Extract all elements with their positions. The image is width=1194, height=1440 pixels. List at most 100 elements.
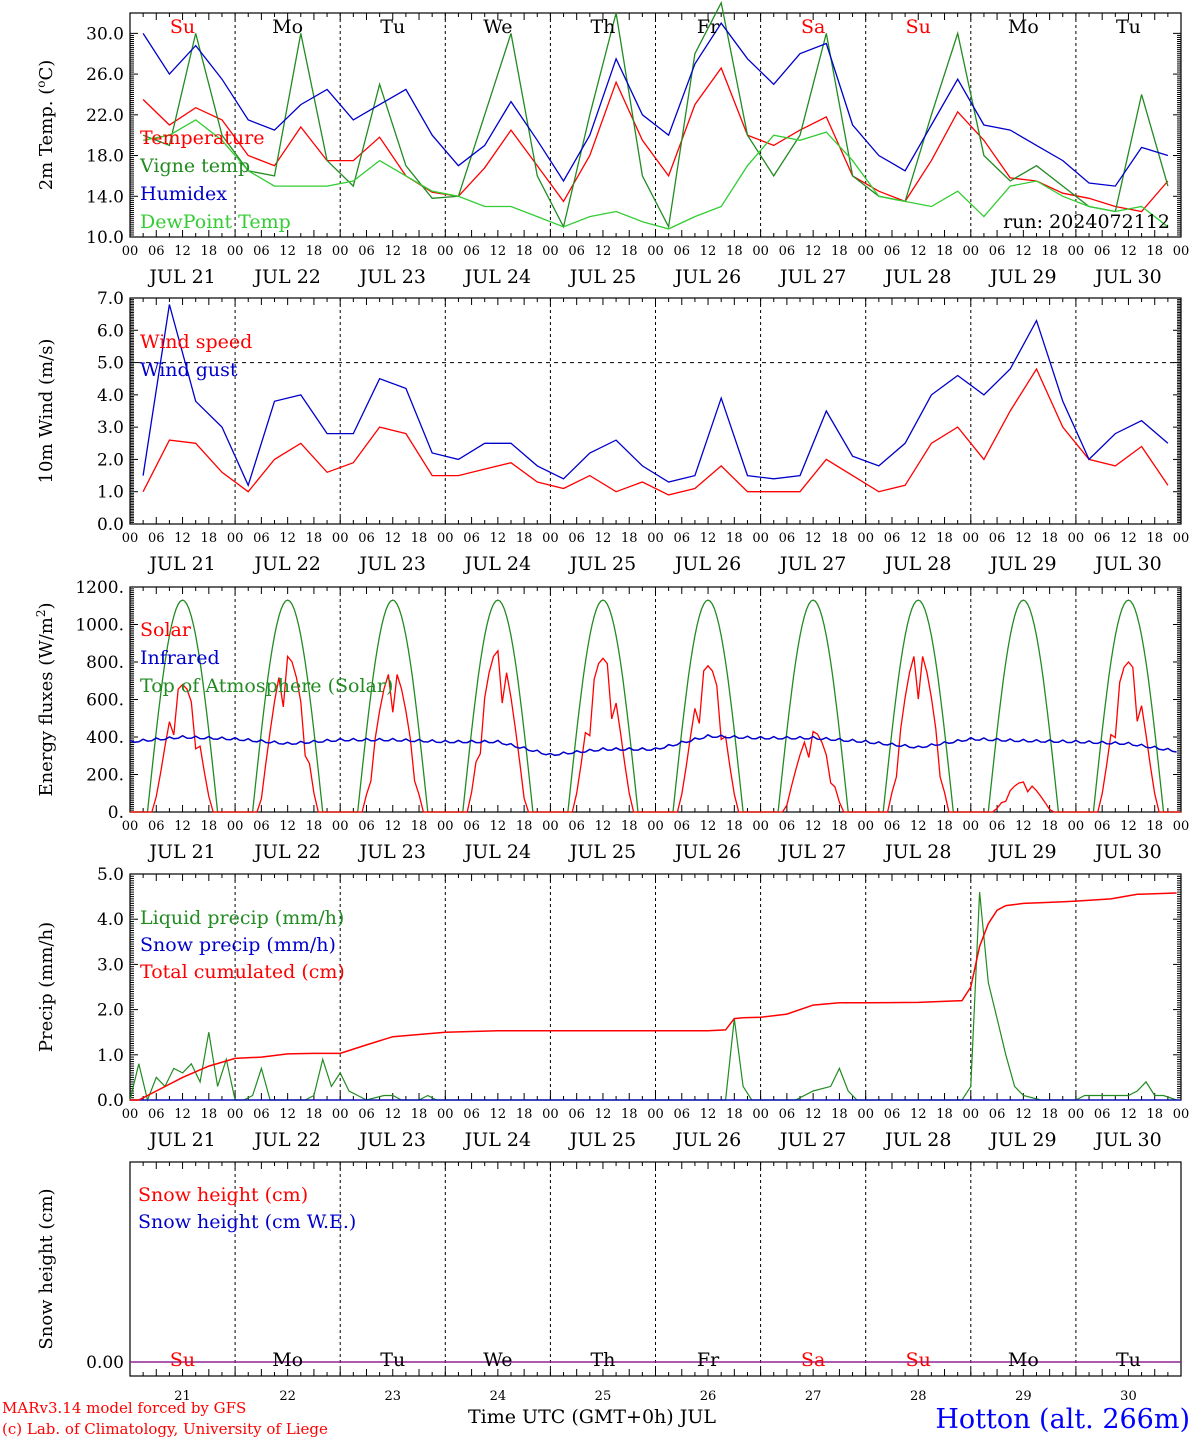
hour-tick-label: 12	[384, 819, 401, 834]
hour-tick-label: 00	[1068, 244, 1085, 259]
hour-tick-label: 12	[910, 244, 927, 259]
hour-tick-label: 00	[542, 1107, 559, 1122]
hour-tick-label: 12	[910, 819, 927, 834]
hour-tick-label: 00	[542, 244, 559, 259]
hour-tick-label: 00	[227, 819, 244, 834]
day-label: JUL 27	[778, 841, 846, 863]
hour-tick-label: 00	[857, 531, 874, 546]
panel-frame	[129, 586, 1182, 813]
hour-tick-label: 00	[332, 819, 349, 834]
hour-tick-label: 06	[253, 531, 270, 546]
y-tick-label: 4.0	[97, 910, 124, 930]
weekday-label: Su	[906, 1349, 931, 1371]
hour-tick-label: 18	[831, 531, 848, 546]
hour-tick-label: 12	[700, 244, 717, 259]
hour-tick-label: 00	[437, 244, 454, 259]
hour-tick-label: 12	[805, 531, 822, 546]
hour-tick-label: 12	[1120, 1107, 1137, 1122]
hour-tick-label: 06	[358, 819, 375, 834]
weekday-label: Tu	[1116, 16, 1141, 38]
legend-entry: Wind speed	[140, 331, 252, 353]
day-number: 22	[279, 1389, 296, 1404]
weekday-label: Tu	[1116, 1349, 1141, 1371]
y-tick-label: 600.	[86, 691, 124, 711]
weekday-label: Sa	[801, 1349, 825, 1371]
hour-tick-label: 06	[674, 244, 691, 259]
legend-entry: Vigne temp	[139, 155, 250, 177]
day-label: JUL 23	[358, 841, 426, 863]
legend-entry: Snow height (cm W.E.)	[138, 1211, 356, 1233]
credit-lab: (c) Lab. of Climatology, University of L…	[2, 1420, 328, 1438]
hour-tick-label: 06	[1094, 244, 1111, 259]
hour-tick-label: 12	[384, 244, 401, 259]
day-label: JUL 29	[988, 553, 1056, 575]
hour-tick-label: 18	[411, 819, 428, 834]
hour-tick-label: 12	[1120, 244, 1137, 259]
day-label: JUL 26	[673, 266, 741, 288]
day-label: JUL 24	[463, 841, 531, 863]
day-number: 24	[490, 1389, 507, 1404]
series-line	[142, 66, 1169, 213]
hour-tick-label: 12	[595, 531, 612, 546]
day-label: JUL 26	[673, 1129, 741, 1151]
legend-entry: Liquid precip (mm/h)	[140, 907, 344, 929]
day-label: JUL 30	[1093, 1129, 1161, 1151]
weekday-label: Fr	[697, 1349, 720, 1371]
day-label: JUL 21	[147, 1129, 215, 1151]
y-tick-label: 0.0	[97, 1091, 124, 1111]
hour-tick-label: 18	[936, 244, 953, 259]
y-tick-label: 7.0	[97, 289, 124, 309]
day-label: JUL 28	[883, 266, 951, 288]
hour-tick-label: 18	[726, 531, 743, 546]
hour-tick-label: 00	[122, 531, 139, 546]
hour-tick-label: 12	[910, 531, 927, 546]
hour-tick-label: 18	[201, 531, 218, 546]
hour-tick-label: 06	[148, 819, 165, 834]
hour-tick-label: 06	[148, 531, 165, 546]
hour-tick-label: 06	[463, 244, 480, 259]
hour-tick-label: 06	[674, 1107, 691, 1122]
hour-tick-label: 06	[463, 1107, 480, 1122]
hour-tick-label: 06	[674, 819, 691, 834]
hour-tick-label: 12	[595, 819, 612, 834]
day-label: JUL 22	[252, 553, 320, 575]
hour-tick-label: 12	[1120, 531, 1137, 546]
hour-tick-label: 00	[1068, 531, 1085, 546]
hour-tick-label: 00	[752, 531, 769, 546]
day-label: JUL 25	[568, 266, 636, 288]
weekday-label: Su	[170, 1349, 195, 1371]
y-tick-label: 1000.	[75, 616, 124, 636]
hour-tick-label: 00	[647, 819, 664, 834]
hour-tick-label: 06	[358, 531, 375, 546]
hour-tick-label: 00	[332, 244, 349, 259]
legend-entry: Wind gust	[140, 359, 238, 381]
y-tick-label: 22.0	[86, 106, 124, 126]
hour-tick-label: 12	[490, 531, 507, 546]
hour-tick-label: 12	[1015, 1107, 1032, 1122]
legend-entry: Humidex	[140, 183, 227, 205]
legend-entry: Top of Atmosphere (Solar)	[140, 675, 393, 697]
hour-tick-label: 12	[805, 1107, 822, 1122]
hour-tick-label: 00	[1173, 1107, 1190, 1122]
hour-tick-label: 00	[1068, 1107, 1085, 1122]
hour-tick-label: 00	[1173, 819, 1190, 834]
hour-tick-label: 18	[1146, 244, 1163, 259]
hour-tick-label: 00	[647, 1107, 664, 1122]
legend-entry: Total cumulated (cm)	[140, 961, 345, 983]
weekday-label: We	[483, 1349, 512, 1371]
hour-tick-label: 06	[989, 531, 1006, 546]
hour-tick-label: 18	[726, 1107, 743, 1122]
hour-tick-label: 12	[1120, 819, 1137, 834]
weekday-label: Mo	[1008, 16, 1039, 38]
hour-tick-label: 00	[437, 819, 454, 834]
legend-entry: Snow precip (mm/h)	[140, 934, 336, 956]
hour-tick-label: 00	[332, 531, 349, 546]
day-number: 23	[384, 1389, 401, 1404]
hour-tick-label: 18	[201, 1107, 218, 1122]
hour-tick-label: 12	[279, 531, 296, 546]
day-label: JUL 25	[568, 553, 636, 575]
hour-tick-label: 12	[279, 1107, 296, 1122]
day-number: 30	[1120, 1389, 1137, 1404]
hour-tick-label: 06	[358, 1107, 375, 1122]
series-line	[129, 733, 1177, 757]
